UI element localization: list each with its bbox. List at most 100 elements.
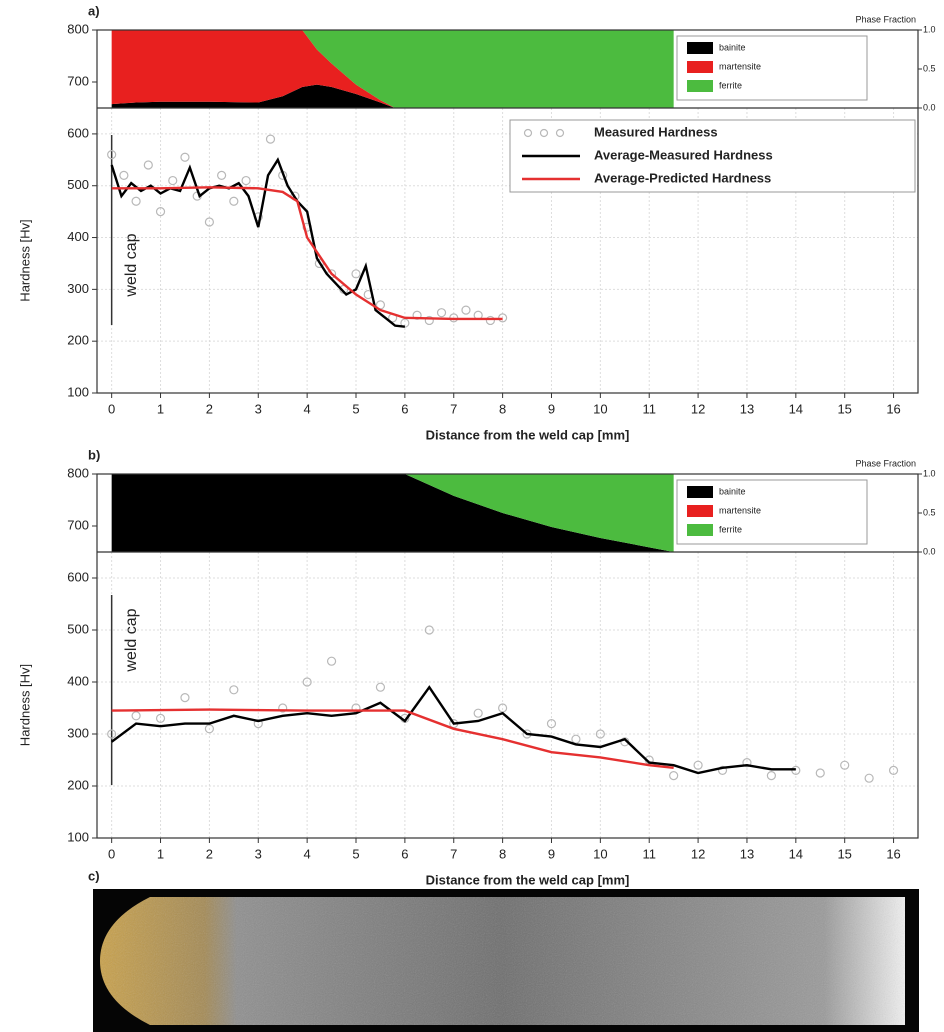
x-axis-label: Distance from the weld cap [mm] — [426, 427, 630, 442]
measured-point — [351, 269, 361, 279]
measured-point — [265, 134, 276, 144]
y2-axis-label: Phase Fraction — [855, 14, 916, 24]
phase-area — [111, 84, 674, 108]
y-tick-label: 700 — [67, 517, 89, 532]
measured-point — [241, 175, 251, 186]
x-tick-label: 7 — [450, 401, 457, 416]
y-tick-label: 800 — [67, 465, 89, 480]
x-tick-label: 2 — [206, 846, 213, 861]
legend-swatch — [687, 505, 713, 517]
legend-swatch — [687, 486, 713, 498]
x-tick-label: 10 — [593, 846, 607, 861]
y-tick-label: 700 — [67, 73, 89, 88]
measured-point — [131, 196, 141, 206]
measured-point — [217, 170, 227, 180]
legend-swatch — [687, 524, 713, 536]
y-tick-label: 300 — [67, 725, 89, 740]
legend-label: martensite — [719, 61, 761, 71]
x-tick-label: 13 — [740, 846, 754, 861]
measured-point — [571, 734, 581, 744]
measured-point — [424, 315, 434, 326]
legend-label: Measured Hardness — [594, 124, 718, 139]
legend-label: bainite — [719, 486, 746, 496]
measured-point — [840, 760, 850, 770]
measured-point — [717, 765, 728, 776]
y-tick-label: 100 — [67, 829, 89, 844]
measured-point — [253, 718, 263, 729]
panel-label: b) — [88, 447, 100, 462]
legend-marker — [523, 128, 533, 138]
x-tick-label: 12 — [691, 846, 705, 861]
phase-area — [111, 30, 674, 108]
x-tick-label: 9 — [548, 846, 555, 861]
measured-point — [107, 150, 117, 160]
x-tick-label: 0 — [108, 846, 115, 861]
measured-point — [546, 718, 557, 729]
plot-frame — [96, 473, 919, 839]
x-tick-label: 12 — [691, 401, 705, 416]
measured-point — [155, 713, 166, 724]
y2-axis-label: Phase Fraction — [855, 458, 916, 468]
x-tick-label: 14 — [789, 846, 803, 861]
measured-point — [595, 729, 605, 739]
measured-point — [473, 708, 483, 718]
measured-point — [143, 160, 153, 170]
y-axis-label: Hardness [Hv] — [17, 664, 32, 746]
y-tick-label: 600 — [67, 125, 89, 140]
y2-tick-label: 0.0 — [923, 546, 936, 556]
x-tick-label: 16 — [886, 401, 900, 416]
photo-texture — [100, 897, 905, 1025]
y-tick-label: 600 — [67, 569, 89, 584]
measured-point — [815, 768, 825, 778]
measured-point — [229, 685, 239, 695]
y2-tick-label: 0.0 — [923, 102, 936, 112]
measured-point — [119, 170, 129, 180]
measured-point — [204, 217, 214, 227]
y-tick-label: 800 — [67, 21, 89, 36]
measured-point — [436, 308, 447, 318]
x-tick-label: 15 — [837, 401, 851, 416]
measured-point — [485, 315, 495, 326]
y2-tick-label: 0.5 — [923, 507, 936, 517]
y-tick-label: 500 — [67, 621, 89, 636]
x-tick-label: 3 — [255, 401, 262, 416]
x-tick-label: 9 — [548, 401, 555, 416]
legend-label: Average-Predicted Hardness — [594, 170, 771, 185]
y-tick-label: 200 — [67, 777, 89, 792]
measured-point — [326, 656, 337, 666]
x-tick-label: 4 — [304, 401, 311, 416]
x-tick-label: 13 — [740, 401, 754, 416]
legend-label: ferrite — [719, 524, 742, 534]
legend-swatch — [687, 42, 713, 54]
x-tick-label: 8 — [499, 846, 506, 861]
measured-point — [888, 765, 899, 776]
y2-tick-label: 1.0 — [923, 24, 936, 34]
measured-point — [168, 175, 178, 186]
x-tick-label: 7 — [450, 846, 457, 861]
x-tick-label: 0 — [108, 401, 115, 416]
x-tick-label: 1 — [157, 846, 164, 861]
measured-point — [180, 692, 190, 703]
measured-point — [131, 711, 141, 721]
y-axis-label: Hardness [Hv] — [17, 219, 32, 301]
y-tick-label: 400 — [67, 229, 89, 244]
hardness-line — [110, 685, 796, 775]
legend-label: martensite — [719, 505, 761, 515]
x-tick-label: 16 — [886, 846, 900, 861]
phase-area — [111, 474, 674, 552]
y2-tick-label: 1.0 — [923, 468, 936, 478]
legend-swatch — [687, 80, 713, 92]
x-tick-label: 10 — [593, 401, 607, 416]
measured-point — [766, 770, 776, 781]
x-tick-label: 14 — [789, 401, 803, 416]
x-tick-label: 6 — [401, 846, 408, 861]
x-tick-label: 11 — [642, 846, 656, 861]
measured-point — [669, 770, 679, 781]
legend-marker — [539, 128, 549, 138]
measured-point — [229, 196, 239, 206]
annotation: weld cap — [123, 608, 140, 672]
x-tick-label: 3 — [255, 846, 262, 861]
phase-area — [111, 30, 674, 108]
legend-label: ferrite — [719, 80, 742, 90]
